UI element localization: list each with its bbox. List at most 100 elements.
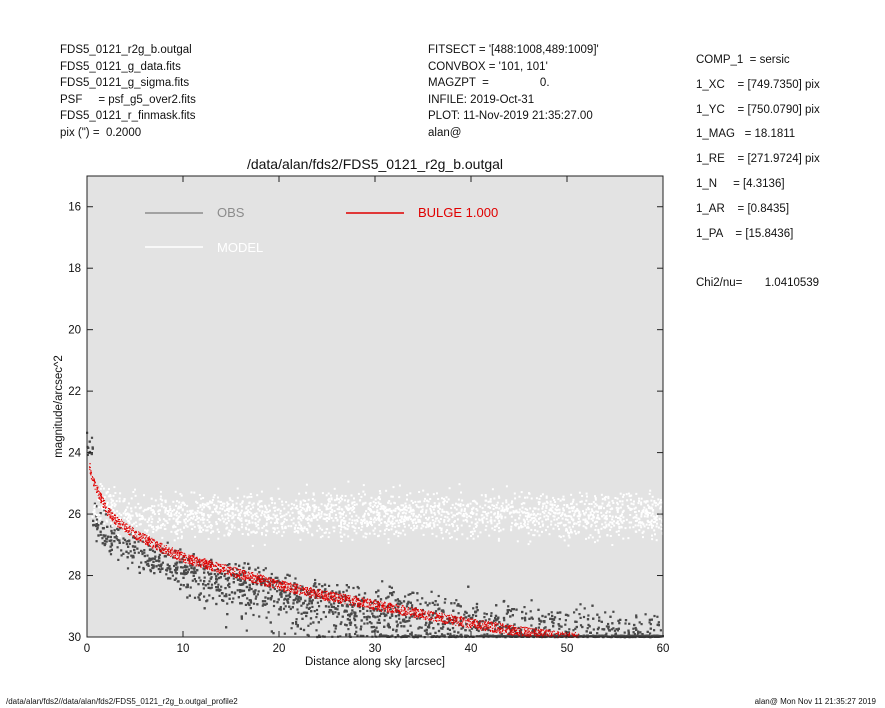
obs-point <box>246 597 249 600</box>
model-point <box>498 507 501 510</box>
obs-point <box>464 610 467 613</box>
model-point <box>412 518 415 521</box>
obs-point <box>248 567 251 570</box>
model-point <box>572 525 574 528</box>
model-point <box>293 503 296 506</box>
model-point <box>659 499 662 501</box>
obs-point <box>244 581 247 584</box>
obs-point <box>372 630 375 633</box>
model-point <box>630 508 633 511</box>
model-point <box>549 513 552 516</box>
obs-point <box>506 634 509 637</box>
model-point <box>585 511 587 514</box>
model-point <box>110 498 113 501</box>
obs-point <box>178 561 181 564</box>
model-point <box>202 518 204 521</box>
obs-point <box>256 593 259 596</box>
model-point <box>651 538 654 541</box>
model-point <box>538 497 541 500</box>
model-point <box>476 502 479 505</box>
model-point <box>577 521 580 523</box>
model-point <box>216 511 219 514</box>
model-point <box>535 514 538 517</box>
obs-point <box>103 543 106 547</box>
model-point <box>103 511 106 514</box>
obs-point <box>544 626 547 629</box>
model-point <box>284 526 287 529</box>
model-point <box>543 502 546 505</box>
model-point <box>530 497 533 500</box>
obs-point <box>532 628 535 631</box>
obs-point <box>472 607 475 610</box>
model-point <box>538 534 541 537</box>
model-point <box>195 500 198 503</box>
model-point <box>425 509 428 512</box>
model-point <box>131 514 134 517</box>
model-point <box>405 516 407 519</box>
model-point <box>411 520 414 522</box>
model-point <box>596 539 599 542</box>
model-point <box>201 502 204 505</box>
obs-point <box>175 561 178 564</box>
model-point <box>302 516 305 519</box>
model-point <box>390 528 393 531</box>
obs-point <box>558 618 561 621</box>
obs-point <box>159 568 162 571</box>
obs-point <box>273 587 276 591</box>
obs-point <box>308 597 311 600</box>
obs-point <box>153 572 156 575</box>
obs-point <box>501 635 505 638</box>
model-point <box>168 505 171 508</box>
model-point <box>272 513 275 516</box>
model-point <box>407 506 410 509</box>
obs-point <box>395 630 398 633</box>
obs-point <box>104 534 107 537</box>
model-point <box>385 525 388 527</box>
obs-point <box>270 630 273 633</box>
model-point <box>184 513 187 516</box>
obs-point <box>537 626 540 629</box>
model-point <box>412 509 415 512</box>
model-point <box>163 524 166 527</box>
model-point <box>246 496 249 499</box>
bulge-point <box>252 580 254 582</box>
bulge-point <box>275 585 277 587</box>
model-point <box>605 511 608 514</box>
obs-point <box>521 610 524 614</box>
model-point <box>322 517 325 520</box>
model-point <box>351 522 353 524</box>
model-point <box>529 507 532 510</box>
model-point <box>95 521 98 523</box>
model-point <box>200 511 203 514</box>
model-point <box>344 505 347 508</box>
obs-point <box>505 612 508 615</box>
obs-point <box>508 609 511 612</box>
model-point <box>609 508 612 511</box>
obs-point <box>551 620 554 624</box>
model-point <box>590 503 593 505</box>
model-point <box>362 535 365 538</box>
model-point <box>454 520 456 523</box>
model-point <box>259 505 261 508</box>
model-point <box>376 505 379 508</box>
model-point <box>630 494 633 497</box>
model-point <box>98 506 101 509</box>
model-point <box>520 491 523 494</box>
model-point <box>656 515 658 518</box>
obs-point <box>238 578 241 581</box>
model-point <box>659 507 662 510</box>
obs-point <box>461 626 465 629</box>
model-point <box>471 530 474 533</box>
model-point <box>113 511 116 514</box>
model-point <box>130 507 133 510</box>
model-point <box>244 519 247 522</box>
obs-point <box>494 624 497 627</box>
obs-point <box>534 628 537 631</box>
model-point <box>593 505 596 508</box>
model-point <box>429 521 432 524</box>
model-point <box>319 527 322 530</box>
model-point <box>496 517 499 520</box>
model-point <box>330 497 333 500</box>
model-point <box>332 504 335 507</box>
model-point <box>177 537 180 540</box>
